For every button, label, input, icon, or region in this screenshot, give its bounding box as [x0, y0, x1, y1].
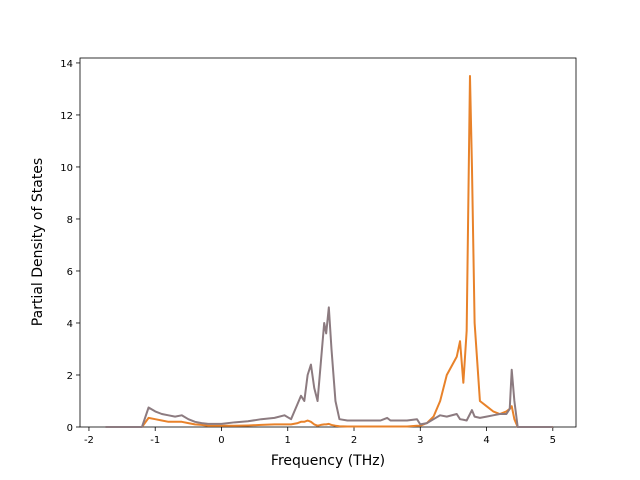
y-tick-label: 8: [67, 215, 73, 226]
series-line: [105, 74, 553, 428]
y-axis-label: Partial Density of States: [30, 158, 46, 326]
x-tick-label: -2: [84, 435, 94, 446]
y-tick-label: 14: [60, 59, 73, 70]
x-tick-label: 1: [285, 435, 291, 446]
x-tick-label: 0: [218, 435, 224, 446]
y-tick-label: 2: [67, 371, 73, 382]
y-tick-label: 12: [60, 111, 73, 122]
x-tick-label: 5: [550, 435, 556, 446]
y-tick-label: 10: [60, 163, 73, 174]
plot-frame: [79, 57, 577, 428]
x-tick-label: 2: [351, 435, 357, 446]
series-line: [105, 306, 553, 428]
y-tick-label: 6: [67, 267, 73, 278]
x-tick-label: 3: [417, 435, 423, 446]
x-tick-label: -1: [150, 435, 160, 446]
y-tick-label: 0: [67, 423, 73, 434]
x-axis-label: Frequency (THz): [271, 453, 385, 469]
x-tick-label: 4: [483, 435, 489, 446]
y-tick-label: 4: [67, 319, 73, 330]
